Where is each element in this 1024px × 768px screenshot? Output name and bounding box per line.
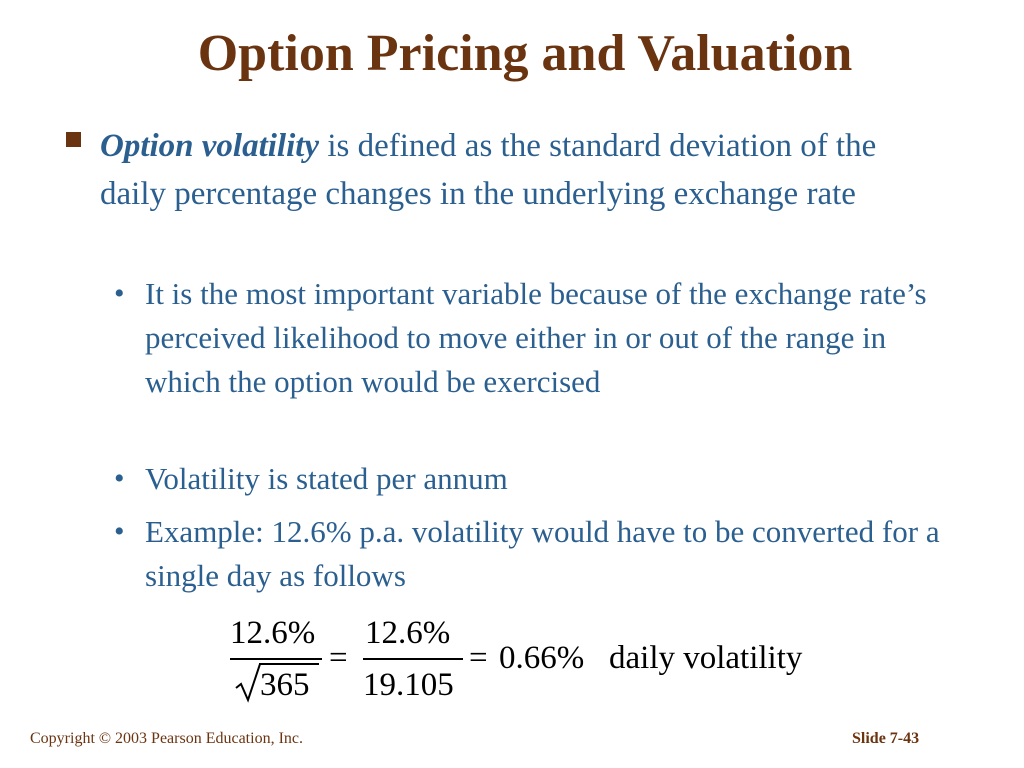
fraction-bar-2 [363,658,463,660]
formula-denominator-1: 365 [260,667,310,703]
bullet-definition: is defined as the standard deviation of … [100,128,877,212]
sub-bullet-3: • Example: 12.6% p.a. volatility would h… [114,510,954,598]
formula-result: 0.66% [499,640,585,676]
copyright-notice: Copyright © 2003 Pearson Education, Inc. [30,730,303,747]
formula-label: daily volatility [609,640,803,676]
sub-bullet-2: • Volatility is stated per annum [114,457,954,501]
bullet-term: Option volatility [100,128,320,164]
formula-numerator-2: 12.6% [365,615,451,651]
sub-bullet-text: Example: 12.6% p.a. volatility would hav… [145,514,940,593]
formula-denominator-2: 19.105 [363,667,454,703]
square-bullet-icon [66,132,81,147]
square-root-bar [259,663,319,665]
sub-bullet-text: Volatility is stated per annum [145,461,508,496]
equals-sign-2: = [469,640,488,676]
sub-bullet-text: It is the most important variable becaus… [145,276,927,399]
round-bullet-icon: • [114,515,125,548]
main-bullet-text: Option volatility is defined as the stan… [100,122,946,218]
volatility-formula: 12.6% 365 = 12.6% 19.105 = 0.66% daily v… [225,612,845,712]
main-bullet: Option volatility is defined as the stan… [66,122,946,218]
fraction-bar-1 [230,658,322,660]
slide-title: Option Pricing and Valuation [197,25,853,82]
slide-number: Slide 7-43 [852,730,920,747]
round-bullet-icon: • [114,462,125,495]
formula-numerator-1: 12.6% [230,615,316,651]
sub-bullet-1: • It is the most important variable beca… [114,272,954,404]
equals-sign-1: = [329,640,348,676]
round-bullet-icon: • [114,277,125,310]
